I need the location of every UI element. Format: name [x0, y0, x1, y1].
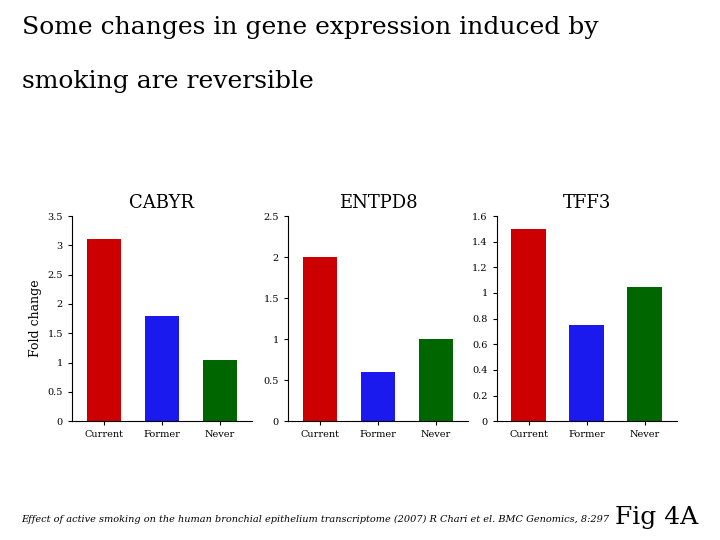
Text: Fig 4A: Fig 4A — [615, 506, 698, 529]
Bar — [302, 257, 338, 421]
Text: smoking are reversible: smoking are reversible — [22, 70, 313, 93]
Bar — [86, 239, 122, 421]
Bar — [511, 229, 546, 421]
Y-axis label: Fold change: Fold change — [29, 280, 42, 357]
Bar — [418, 339, 454, 421]
Bar — [570, 325, 604, 421]
Bar — [202, 360, 238, 421]
Bar — [627, 287, 662, 421]
Text: Some changes in gene expression induced by: Some changes in gene expression induced … — [22, 16, 598, 39]
Text: Effect of active smoking on the human bronchial epithelium transcriptome (2007) : Effect of active smoking on the human br… — [22, 515, 610, 524]
Title: ENTPD8: ENTPD8 — [338, 194, 418, 212]
Title: TFF3: TFF3 — [562, 194, 611, 212]
Bar — [145, 316, 179, 421]
Bar — [361, 372, 395, 421]
Title: CABYR: CABYR — [130, 194, 194, 212]
